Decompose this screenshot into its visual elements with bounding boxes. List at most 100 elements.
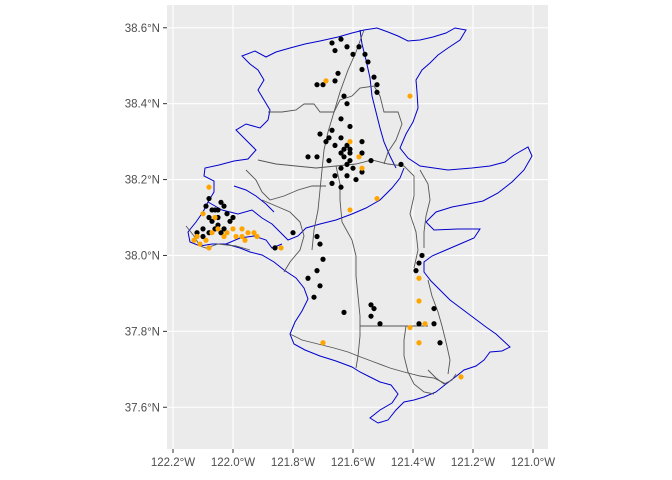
black-point xyxy=(218,199,224,205)
black-point xyxy=(338,135,344,141)
x-tick-label: 121.0°W xyxy=(511,457,555,469)
black-point xyxy=(317,241,323,247)
plot-panel xyxy=(167,5,548,449)
black-point xyxy=(203,203,209,209)
x-axis: 122.2°W 122.0°W 121.8°W 121.6°W 121.4°W 121.2… xyxy=(151,449,555,469)
orange-point xyxy=(203,237,209,243)
black-point xyxy=(374,82,380,88)
black-point xyxy=(305,154,311,160)
black-point xyxy=(332,142,338,149)
blue-river-line xyxy=(233,185,275,213)
blue-river-line xyxy=(207,167,405,241)
black-point xyxy=(344,44,350,50)
x-tick-label: 121.6°W xyxy=(331,457,375,469)
x-tick-label: 121.2°W xyxy=(451,457,495,469)
black-point xyxy=(329,180,335,186)
orange-point xyxy=(206,184,212,190)
orange-point xyxy=(251,230,257,236)
gray-region-boundary xyxy=(268,85,403,165)
black-point xyxy=(347,157,353,164)
orange-point xyxy=(359,165,365,171)
orange-point xyxy=(407,93,413,99)
black-point xyxy=(338,116,344,122)
y-tick-label: 38.4°N xyxy=(125,99,160,111)
orange-point xyxy=(407,324,413,331)
gray-region-boundary xyxy=(289,333,359,357)
black-point xyxy=(326,135,332,141)
orange-point xyxy=(197,241,203,247)
orange-point xyxy=(221,233,227,240)
black-point xyxy=(314,82,320,88)
gray-region-boundary xyxy=(427,369,457,385)
black-point xyxy=(323,139,329,145)
gray-region-boundary xyxy=(357,355,447,385)
orange-point xyxy=(320,340,326,346)
black-point xyxy=(371,74,377,80)
black-point xyxy=(290,230,296,236)
black-point xyxy=(344,161,350,167)
black-point xyxy=(353,176,359,183)
orange-point xyxy=(416,275,422,281)
black-point xyxy=(200,226,206,232)
black-point xyxy=(224,211,230,217)
black-point xyxy=(365,59,371,65)
black-point xyxy=(317,283,323,289)
y-tick-label: 37.6°N xyxy=(125,402,160,414)
orange-point xyxy=(230,226,236,232)
black-point xyxy=(356,44,362,50)
gray-region-boundary xyxy=(403,325,435,395)
orange-point xyxy=(278,245,284,251)
x-tick-label: 121.8°W xyxy=(271,457,315,469)
black-point xyxy=(431,321,437,327)
black-point xyxy=(377,321,383,327)
black-point xyxy=(206,195,212,202)
orange-point xyxy=(233,233,239,240)
black-point xyxy=(194,230,200,236)
black-point xyxy=(374,89,380,95)
black-point xyxy=(437,340,443,346)
orange-point xyxy=(416,298,422,304)
black-point xyxy=(416,260,422,266)
orange-point xyxy=(206,245,212,251)
gray-region-boundary xyxy=(335,165,361,369)
black-point xyxy=(332,47,338,54)
gray-region-boundary xyxy=(245,169,326,201)
orange-point xyxy=(194,233,200,240)
orange-point xyxy=(458,374,464,380)
black-point xyxy=(419,252,425,259)
black-point xyxy=(305,275,311,281)
orange-point xyxy=(416,340,422,346)
gray-region-boundary xyxy=(427,279,451,375)
orange-point xyxy=(191,237,197,243)
black-point xyxy=(341,146,347,152)
black-point xyxy=(221,203,227,209)
orange-point xyxy=(215,226,221,232)
orange-point xyxy=(356,154,362,160)
y-tick-label: 38.0°N xyxy=(125,250,160,262)
y-tick-label: 38.2°N xyxy=(125,175,160,187)
black-point xyxy=(398,161,404,167)
black-point xyxy=(311,294,317,300)
y-axis: 37.6°N 37.8°N 38.0°N 38.2°N 38.4°N 38.6°N xyxy=(125,23,167,414)
orange-point xyxy=(242,237,248,243)
black-point xyxy=(320,256,326,262)
black-point xyxy=(347,123,353,130)
orange-point xyxy=(347,207,353,213)
black-point xyxy=(218,230,224,236)
black-point xyxy=(350,165,356,171)
black-point xyxy=(314,154,320,160)
orange-point xyxy=(347,139,353,145)
black-point xyxy=(359,169,365,175)
black-point xyxy=(230,214,236,221)
orange-point xyxy=(422,321,428,327)
black-point xyxy=(338,150,344,156)
orange-point xyxy=(212,214,218,221)
orange-point xyxy=(224,230,230,236)
black-point xyxy=(329,127,335,133)
black-point xyxy=(221,226,227,232)
black-point xyxy=(209,218,215,224)
black-point xyxy=(416,321,422,327)
black-point xyxy=(272,245,278,251)
black-point xyxy=(368,157,374,164)
